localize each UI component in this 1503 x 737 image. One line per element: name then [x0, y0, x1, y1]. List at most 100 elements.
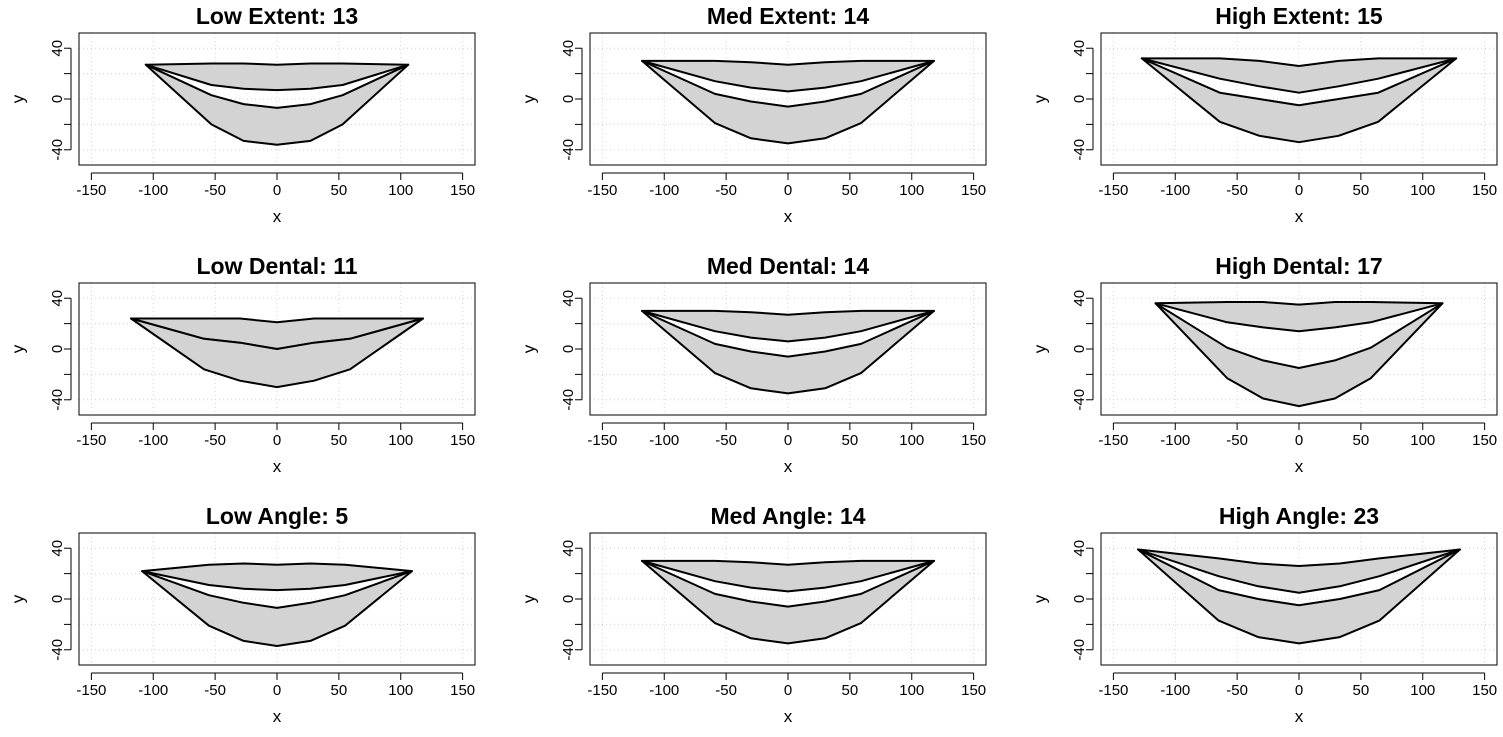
x-tick-label: -150 — [1098, 432, 1128, 449]
x-tick-label: -50 — [715, 182, 737, 199]
y-axis-label: y — [8, 344, 27, 353]
plot-frame — [78, 32, 476, 166]
x-tick-label: -50 — [715, 432, 737, 449]
x-axis-label: x — [273, 207, 282, 226]
x-tick-label: -100 — [138, 182, 168, 199]
x-tick-label: 0 — [273, 432, 281, 449]
plot-frame — [1100, 32, 1498, 166]
x-tick-label: 150 — [1472, 682, 1497, 699]
y-tick-label: 40 — [560, 40, 577, 57]
y-tick-label: -40 — [49, 389, 66, 411]
x-tick-label: 100 — [899, 182, 924, 199]
upper-lip-shape — [1154, 301, 1444, 333]
plot-frame — [1100, 282, 1498, 416]
x-tick-label: 50 — [1353, 432, 1370, 449]
lower-lip-shape — [641, 59, 935, 145]
y-tick-label: -40 — [1071, 639, 1088, 661]
y-tick-label: 0 — [49, 595, 66, 603]
x-tick-label: -150 — [587, 432, 617, 449]
y-tick-label: 40 — [1071, 40, 1088, 57]
x-tick-label: 50 — [331, 682, 348, 699]
x-tick-label: 50 — [331, 182, 348, 199]
y-tick-label: 40 — [49, 40, 66, 57]
x-tick-label: -100 — [138, 432, 168, 449]
panel-title: Med Extent: 14 — [707, 3, 870, 29]
x-axis-label: x — [273, 707, 282, 726]
y-axis-label: y — [8, 94, 27, 103]
chart-panel: Low Dental: 11 -150 -100 -50 0 50 100 150 x -40 0 4… — [8, 253, 476, 476]
plot-frame — [78, 282, 476, 416]
panel-title: Low Dental: 11 — [196, 253, 357, 279]
x-tick-label: 150 — [1472, 432, 1497, 449]
lower-lip-shape — [141, 570, 413, 647]
x-tick-label: -50 — [1226, 182, 1248, 199]
y-tick-label: 0 — [1071, 595, 1088, 603]
plot-frame — [1100, 532, 1498, 666]
x-axis-label: x — [784, 457, 793, 476]
x-tick-label: 50 — [1353, 182, 1370, 199]
x-axis-label: x — [1295, 707, 1304, 726]
lower-lip-shape — [1137, 548, 1461, 645]
lower-lip-shape — [1140, 57, 1458, 144]
x-tick-label: 150 — [1472, 182, 1497, 199]
x-axis-label: x — [784, 707, 793, 726]
x-tick-label: 0 — [1295, 432, 1303, 449]
x-tick-label: -150 — [587, 682, 617, 699]
x-tick-label: -150 — [587, 182, 617, 199]
y-tick-label: 0 — [1071, 345, 1088, 353]
panel-title: Low Extent: 13 — [196, 3, 358, 29]
x-tick-label: 50 — [1353, 682, 1370, 699]
x-tick-label: -150 — [1098, 182, 1128, 199]
y-axis-label: y — [1030, 94, 1049, 103]
y-tick-label: -40 — [49, 139, 66, 161]
y-tick-label: 0 — [1071, 95, 1088, 103]
x-tick-label: -50 — [204, 682, 226, 699]
x-tick-label: -100 — [649, 682, 679, 699]
y-tick-label: -40 — [560, 639, 577, 661]
y-tick-label: -40 — [560, 139, 577, 161]
x-tick-label: 50 — [842, 182, 859, 199]
y-tick-label: -40 — [49, 639, 66, 661]
y-axis-label: y — [519, 94, 538, 103]
y-tick-label: 0 — [49, 345, 66, 353]
x-tick-label: -100 — [1160, 182, 1190, 199]
y-tick-label: 0 — [560, 95, 577, 103]
x-tick-label: 150 — [961, 182, 986, 199]
x-axis-label: x — [1295, 207, 1304, 226]
y-axis-label: y — [519, 594, 538, 603]
plot-frame — [589, 282, 987, 416]
y-tick-label: 0 — [49, 95, 66, 103]
lower-lip-shape — [144, 63, 410, 146]
lower-lip-shape — [641, 309, 935, 395]
x-tick-label: 0 — [273, 182, 281, 199]
y-tick-label: -40 — [1071, 139, 1088, 161]
x-tick-label: 150 — [961, 682, 986, 699]
x-tick-label: 100 — [899, 432, 924, 449]
y-tick-label: 0 — [560, 595, 577, 603]
chart-panel: Med Dental: 14 -150 -100 -50 0 50 100 150 x -40 0 4… — [519, 253, 987, 476]
x-tick-label: 0 — [784, 682, 792, 699]
chart-panel: Med Angle: 14 -150 -100 -50 0 50 100 150 x -40 0 40… — [519, 503, 987, 726]
x-tick-label: 100 — [388, 682, 413, 699]
plot-frame — [78, 532, 476, 666]
y-axis-label: y — [1030, 594, 1049, 603]
chart-panel: Low Extent: 13 -150 -100 -50 0 50 100 150 x -40 0 4… — [8, 3, 476, 226]
panel-title: Low Angle: 5 — [206, 503, 348, 529]
x-tick-label: 0 — [1295, 682, 1303, 699]
x-tick-label: -100 — [649, 182, 679, 199]
x-tick-label: -50 — [1226, 432, 1248, 449]
chart-panel: High Angle: 23 -150 -100 -50 0 50 100 150 x -40 0 4… — [1030, 503, 1498, 726]
lower-lip-shape — [641, 559, 935, 645]
x-tick-label: -100 — [1160, 682, 1190, 699]
x-tick-label: 100 — [1410, 182, 1435, 199]
x-tick-label: -150 — [1098, 682, 1128, 699]
x-tick-label: 0 — [273, 682, 281, 699]
x-tick-label: 150 — [450, 182, 475, 199]
x-tick-label: -150 — [76, 182, 106, 199]
x-tick-label: 100 — [1410, 682, 1435, 699]
x-tick-label: -50 — [204, 432, 226, 449]
chart-panel: Low Angle: 5 -150 -100 -50 0 50 100 150 x -40 0 40 y — [8, 503, 476, 726]
y-tick-label: -40 — [1071, 389, 1088, 411]
panel-title: High Extent: 15 — [1215, 3, 1383, 29]
x-tick-label: 100 — [388, 432, 413, 449]
